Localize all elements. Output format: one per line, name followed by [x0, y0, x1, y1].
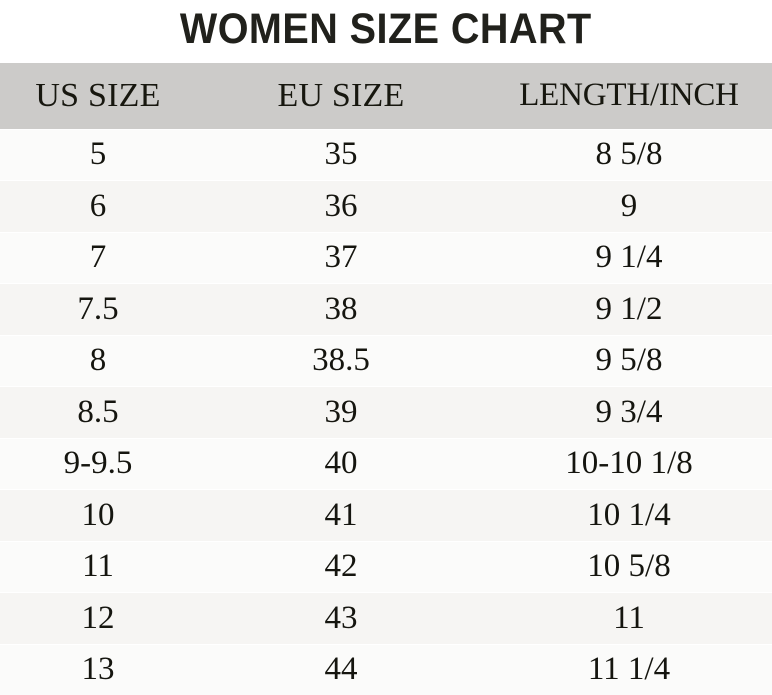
table-row: 13 44 11 1/4 [0, 643, 772, 695]
cell-length: 9 [486, 180, 772, 232]
cell-length: 11 [486, 592, 772, 644]
cell-length: 9 1/4 [486, 231, 772, 284]
cell-us: 6 [0, 180, 196, 232]
cell-length: 10 5/8 [486, 540, 772, 593]
table-row: 10 41 10 1/4 [0, 489, 772, 541]
cell-eu: 41 [196, 489, 486, 541]
chart-title-bar: WOMEN SIZE CHART [0, 0, 772, 63]
cell-length: 9 3/4 [486, 386, 772, 438]
cell-us: 10 [0, 489, 196, 541]
cell-eu: 39 [196, 386, 486, 438]
cell-eu: 42 [196, 540, 486, 593]
cell-us: 9-9.5 [0, 437, 196, 490]
cell-length: 9 5/8 [486, 334, 772, 387]
cell-length: 8 5/8 [486, 128, 772, 181]
cell-us: 5 [0, 128, 196, 181]
cell-us: 8 [0, 334, 196, 387]
cell-length: 11 1/4 [486, 643, 772, 695]
cell-eu: 40 [196, 437, 486, 490]
table-header-row: US SIZE EU SIZE LENGTH/INCH [0, 62, 772, 129]
table-body: 5 35 8 5/8 6 36 9 7 37 9 1/4 7.5 38 9 1/2 8 38.5 9 5/8… [0, 128, 772, 695]
table-row: 7 37 9 1/4 [0, 231, 772, 284]
table-row: 9-9.5 40 10-10 1/8 [0, 437, 772, 490]
table-row: 11 42 10 5/8 [0, 540, 772, 593]
column-header-length-inch: LENGTH/INCH [519, 77, 739, 113]
table-row: 7.5 38 9 1/2 [0, 283, 772, 335]
cell-eu: 38.5 [196, 334, 486, 387]
cell-us: 12 [0, 592, 196, 644]
table-row: 8 38.5 9 5/8 [0, 334, 772, 387]
page-title: WOMEN SIZE CHART [180, 4, 592, 53]
cell-eu: 36 [196, 180, 486, 232]
column-header-eu-size: EU SIZE [277, 76, 405, 114]
cell-eu: 43 [196, 592, 486, 644]
cell-length: 10 1/4 [486, 489, 772, 541]
table-row: 5 35 8 5/8 [0, 128, 772, 181]
cell-us: 8.5 [0, 386, 196, 438]
cell-us: 13 [0, 643, 196, 695]
column-header-us-size: US SIZE [35, 76, 161, 114]
table-row: 8.5 39 9 3/4 [0, 386, 772, 438]
cell-eu: 37 [196, 231, 486, 284]
table-header: US SIZE EU SIZE LENGTH/INCH [0, 62, 772, 129]
table-row: 6 36 9 [0, 180, 772, 232]
cell-eu: 35 [196, 128, 486, 181]
size-chart-table: US SIZE EU SIZE LENGTH/INCH 5 35 8 5/8 6 36 9… [0, 62, 772, 695]
table-row: 12 43 11 [0, 592, 772, 644]
cell-length: 10-10 1/8 [486, 437, 772, 490]
cell-eu: 38 [196, 283, 486, 335]
cell-eu: 44 [196, 643, 486, 695]
cell-us: 7.5 [0, 283, 196, 335]
cell-us: 11 [0, 540, 196, 593]
cell-us: 7 [0, 231, 196, 284]
cell-length: 9 1/2 [486, 283, 772, 335]
